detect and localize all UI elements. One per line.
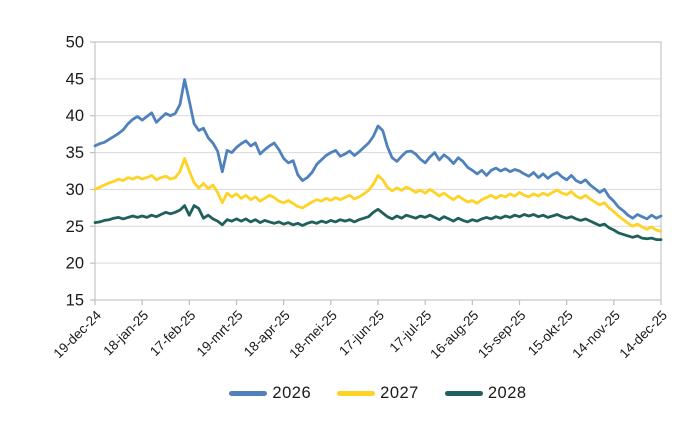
y-axis-tick-label: 15 — [66, 292, 84, 310]
x-axis-tick-label: 15-sep-25 — [475, 308, 529, 362]
x-axis-tick-label: 16-aug-25 — [427, 308, 481, 362]
chart-legend: 2026 2027 2028 — [95, 384, 661, 403]
legend-label: 2026 — [272, 384, 312, 402]
x-axis-tick-label: 17-jun-25 — [336, 308, 387, 359]
x-axis-tick-label: 14-dec-25 — [617, 308, 671, 362]
x-axis-tick-label: 17-jul-25 — [387, 308, 435, 356]
x-axis-tick-label: 19-dec-24 — [51, 307, 105, 361]
legend-item-2028: 2028 — [444, 384, 527, 403]
legend-item-2027: 2027 — [337, 384, 419, 403]
x-axis-tick-label: 18-jan-25 — [100, 308, 151, 359]
y-axis-tick-label: 45 — [66, 70, 84, 88]
y-axis-tick-label: 35 — [66, 144, 84, 162]
legend-label: 2028 — [487, 384, 527, 402]
x-axis-tick-label: 14-nov-25 — [569, 308, 623, 362]
legend-item-2026: 2026 — [229, 384, 311, 403]
y-axis-tick-label: 30 — [66, 181, 84, 199]
series-line-2028 — [93, 204, 663, 242]
series-line-2027 — [93, 157, 663, 233]
x-axis-tick-label: 18-mei-25 — [286, 308, 340, 362]
x-axis-tick-label: 15-okt-25 — [525, 308, 576, 359]
x-axis-tick-label: 19-mrt-25 — [194, 308, 246, 360]
legend-swatch-2026 — [229, 391, 268, 396]
x-axis-tick-label: 17-feb-25 — [147, 308, 198, 359]
legend-label: 2027 — [380, 384, 419, 402]
x-axis-tick-label: 18-apr-25 — [241, 308, 293, 360]
series-line-2026 — [93, 78, 663, 221]
y-axis-tick-label: 20 — [66, 255, 84, 273]
legend-swatch-2027 — [337, 391, 376, 396]
y-axis-tick-label: 25 — [66, 218, 84, 236]
y-axis-tick-label: 50 — [66, 34, 84, 52]
legend-swatch-2028 — [444, 391, 483, 396]
y-axis-tick-label: 40 — [66, 107, 84, 125]
